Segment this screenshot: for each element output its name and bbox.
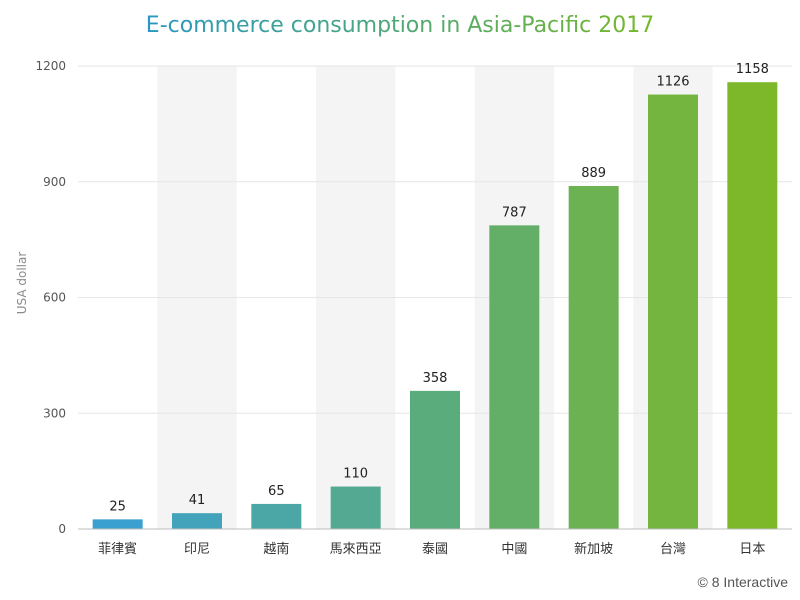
y-tick-label: 900 [43, 175, 66, 189]
bar-6 [568, 185, 619, 529]
y-tick-label: 0 [58, 522, 66, 536]
x-tick-label: 菲律賓 [98, 541, 137, 557]
x-tick-label: 台灣 [660, 542, 686, 557]
value-labels: 25 41 65 110 358 787 889 1126 1158 [109, 62, 768, 514]
bar-5 [489, 225, 540, 529]
x-tick-label: 泰國 [422, 542, 448, 557]
value-label: 358 [423, 371, 448, 386]
y-tick-label: 600 [43, 291, 66, 305]
bar-0 [92, 519, 143, 529]
value-label: 1126 [656, 75, 689, 90]
value-label: 110 [343, 467, 368, 482]
chart-title: E-commerce consumption in Asia-Pacific 2… [146, 13, 654, 38]
x-tick-label: 越南 [263, 541, 289, 557]
value-label: 25 [109, 499, 126, 514]
bar-7 [648, 94, 698, 529]
bar-4 [410, 390, 460, 529]
x-tick-label: 印尼 [184, 542, 210, 557]
x-tick-label: 日本 [739, 542, 765, 557]
bar-2 [251, 503, 302, 529]
bars [92, 82, 778, 529]
value-label: 889 [581, 166, 606, 181]
x-tick-label: 新加坡 [574, 541, 613, 557]
value-label: 787 [502, 205, 527, 220]
x-tick-label: 馬來西亞 [330, 542, 382, 557]
bar-1 [172, 513, 222, 529]
y-tick-label: 300 [43, 406, 66, 420]
x-tick-label: 中國 [501, 542, 527, 557]
value-label: 41 [189, 493, 206, 508]
x-axis-labels: 菲律賓 印尼 越南 馬來西亞 泰國 中國 新加坡 台灣 日本 [98, 541, 765, 557]
value-label: 1158 [736, 62, 769, 77]
y-tick-label: 1200 [35, 59, 66, 73]
copyright-credit: © 8 Interactive [697, 574, 788, 590]
value-label: 65 [268, 484, 285, 499]
bar-3 [330, 486, 381, 529]
bar-8 [727, 82, 778, 529]
y-axis-label: USA dollar [15, 252, 29, 315]
y-axis-ticks: 0 300 600 900 1200 [35, 59, 66, 536]
